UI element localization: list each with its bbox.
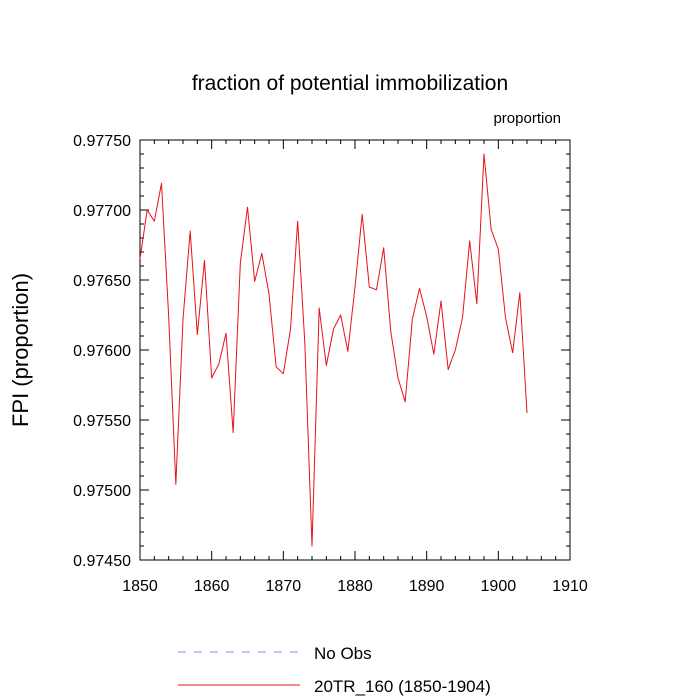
y-axis-label: FPI (proportion) [8, 273, 33, 427]
y-tick-label: 0.97550 [73, 413, 131, 430]
legend: No Obs 20TR_160 (1850-1904) [178, 644, 491, 696]
y-tick-label: 0.97450 [73, 553, 131, 570]
y-tick-label: 0.97750 [73, 133, 131, 150]
y-tick-label: 0.97600 [73, 343, 131, 360]
legend-label-20tr-160: 20TR_160 (1850-1904) [314, 677, 491, 696]
units-label: proportion [493, 110, 561, 127]
chart-title: fraction of potential immobilization [192, 72, 508, 95]
x-tick-label: 1890 [409, 578, 445, 595]
plot-frame [139, 139, 571, 561]
series-line-20tr-160 [139, 153, 528, 547]
y-tick-label: 0.97700 [73, 203, 131, 220]
x-tick-label: 1900 [481, 578, 517, 595]
legend-label-no-obs: No Obs [314, 644, 372, 663]
x-tick-label: 1880 [337, 578, 373, 595]
x-tick-label: 1870 [266, 578, 302, 595]
y-tick-label: 0.97500 [73, 483, 131, 500]
x-tick-label: 1860 [194, 578, 230, 595]
x-tick-label: 1910 [552, 578, 588, 595]
x-tick-label: 1850 [122, 578, 158, 595]
y-tick-label: 0.97650 [73, 273, 131, 290]
